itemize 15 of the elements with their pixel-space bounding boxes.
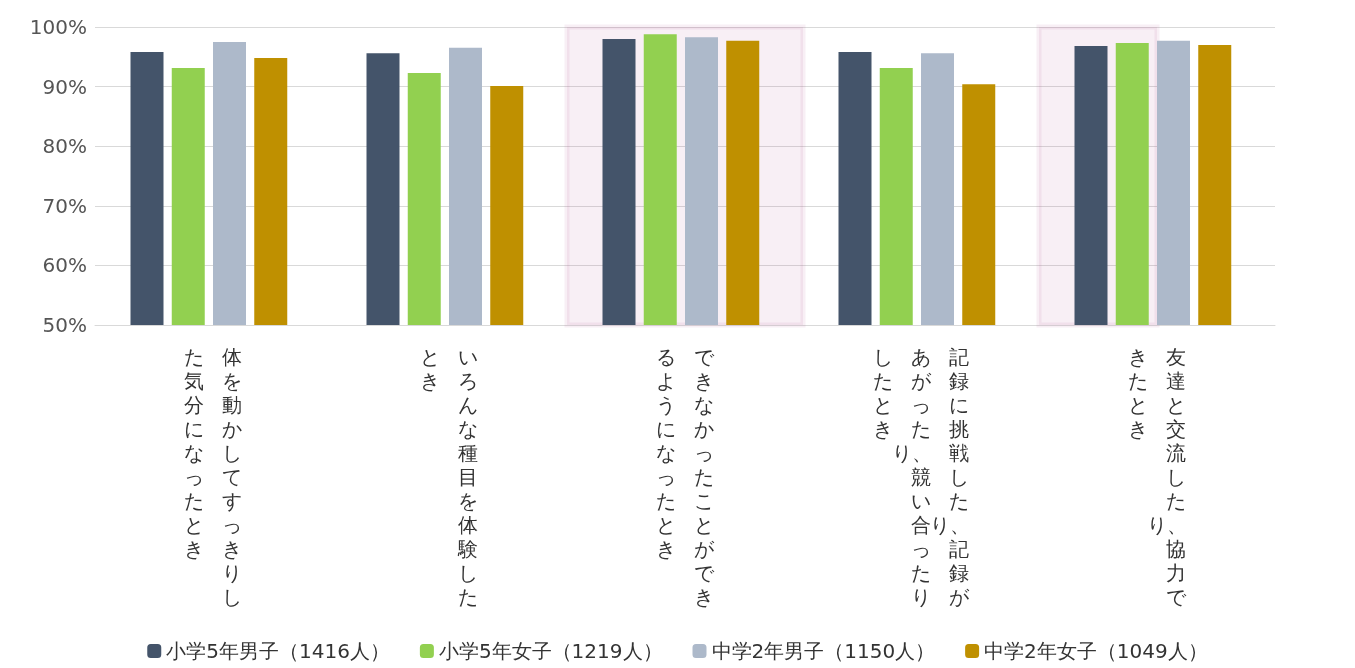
y-tick-label: 90% bbox=[42, 74, 87, 99]
y-tick-label: 50% bbox=[42, 313, 87, 337]
y-tick-label: 70% bbox=[42, 193, 87, 218]
legend-label: 小学5年女子（1219人） bbox=[438, 639, 663, 663]
category-label: いろんな種目を体験したとき bbox=[420, 345, 478, 609]
y-tick-label: 80% bbox=[42, 134, 87, 159]
category-label: 体を動かしてすっきりした気分になったとき bbox=[184, 345, 242, 609]
y-tick-label: 100% bbox=[29, 15, 87, 39]
y-tick-label: 60% bbox=[42, 253, 87, 278]
category-label: できなかったことができるようになったとき bbox=[656, 345, 714, 609]
category-label: 記録に挑戦したり、記録があがったり、競い合ったりしたとき bbox=[873, 345, 970, 609]
category-label: 友達と交流したり、協力できたとき bbox=[1128, 345, 1187, 609]
legend-label: 中学2年女子（1049人） bbox=[984, 639, 1208, 663]
legend-label: 小学5年男子（1416人） bbox=[166, 639, 390, 663]
legend-label: 中学2年男子（1150人） bbox=[711, 639, 936, 663]
